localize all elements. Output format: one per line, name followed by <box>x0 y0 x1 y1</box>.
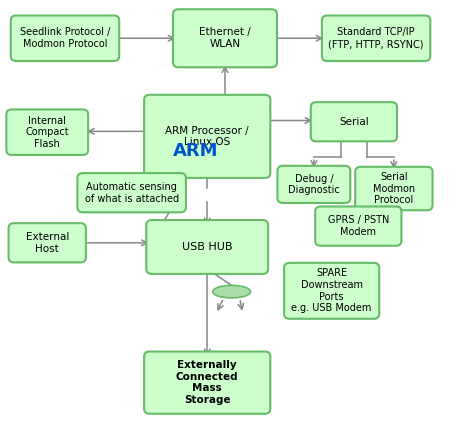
Text: Ethernet /
WLAN: Ethernet / WLAN <box>199 27 251 49</box>
FancyBboxPatch shape <box>146 220 268 274</box>
FancyBboxPatch shape <box>311 102 397 141</box>
Text: Serial: Serial <box>339 117 369 127</box>
FancyBboxPatch shape <box>284 263 379 319</box>
Ellipse shape <box>213 286 251 298</box>
Text: Automatic sensing
of what is attached: Automatic sensing of what is attached <box>85 182 179 203</box>
Text: USB HUB: USB HUB <box>182 242 233 252</box>
Text: GPRS / PSTN
Modem: GPRS / PSTN Modem <box>328 215 389 237</box>
Text: Debug /
Diagnostic: Debug / Diagnostic <box>288 173 340 195</box>
FancyBboxPatch shape <box>315 206 401 246</box>
FancyBboxPatch shape <box>11 16 119 61</box>
Text: Internal
Compact
Flash: Internal Compact Flash <box>25 115 69 149</box>
FancyBboxPatch shape <box>355 167 432 210</box>
FancyBboxPatch shape <box>322 16 430 61</box>
Text: Serial
Modmon
Protocol: Serial Modmon Protocol <box>373 172 415 205</box>
Text: SPARE
Downstream
Ports
e.g. USB Modem: SPARE Downstream Ports e.g. USB Modem <box>292 269 372 313</box>
Text: Externally
Connected
Mass
Storage: Externally Connected Mass Storage <box>176 360 239 405</box>
Text: Seedlink Protocol /
Modmon Protocol: Seedlink Protocol / Modmon Protocol <box>20 27 110 49</box>
Text: ARM Processor /
Linux OS: ARM Processor / Linux OS <box>166 126 249 147</box>
Text: Standard TCP/IP
(FTP, HTTP, RSYNC): Standard TCP/IP (FTP, HTTP, RSYNC) <box>328 27 424 49</box>
FancyBboxPatch shape <box>173 9 277 67</box>
FancyBboxPatch shape <box>278 166 351 203</box>
Text: ARM: ARM <box>173 142 219 160</box>
FancyBboxPatch shape <box>6 110 88 155</box>
FancyBboxPatch shape <box>77 173 186 212</box>
Text: External
Host: External Host <box>26 232 69 254</box>
FancyBboxPatch shape <box>9 223 86 262</box>
FancyBboxPatch shape <box>144 95 270 178</box>
FancyBboxPatch shape <box>144 352 270 414</box>
